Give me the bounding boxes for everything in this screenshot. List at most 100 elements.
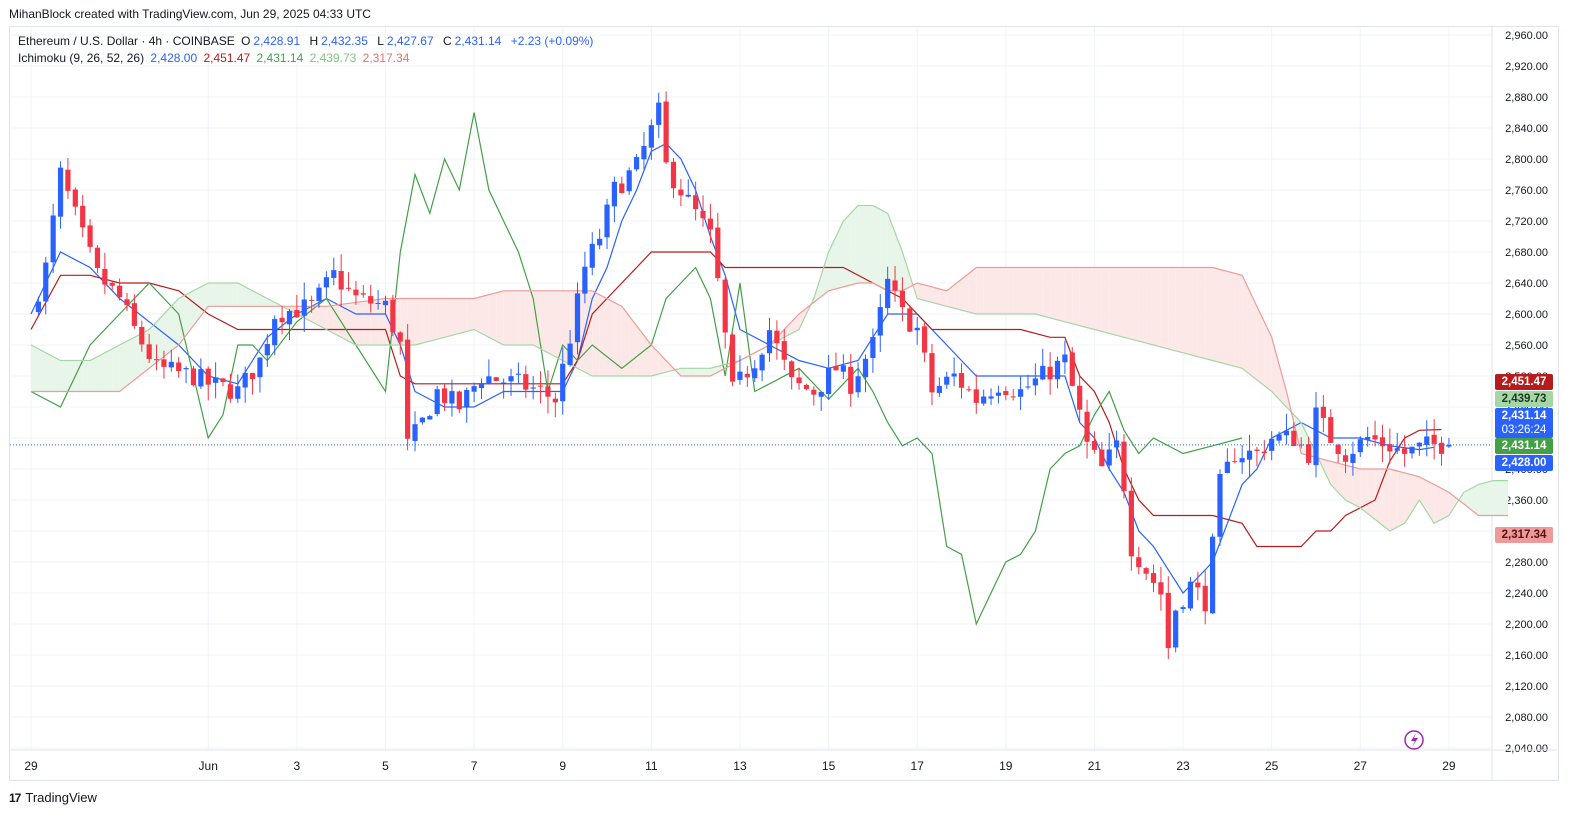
y-tick-label: 2,560.00 <box>1505 340 1548 352</box>
cloud-segment <box>193 286 201 326</box>
cloud-segment <box>1227 271 1235 367</box>
candle-down <box>353 289 359 296</box>
candle-up <box>242 372 248 388</box>
candle-down <box>205 368 211 385</box>
candle-down <box>153 359 160 361</box>
publish-caption: MihanBlock created with TradingView.com,… <box>9 7 371 21</box>
candle-down <box>1010 396 1016 398</box>
cloud-segment <box>688 368 696 376</box>
cloud-segment <box>614 302 622 376</box>
candle-down <box>892 280 898 291</box>
candle-up <box>855 376 861 393</box>
cloud-segment <box>429 298 438 342</box>
candle-down <box>493 377 499 381</box>
candle-up <box>508 376 514 382</box>
cloud-segment <box>1256 306 1265 386</box>
x-tick-label: 19 <box>999 759 1013 773</box>
cloud-segment <box>1079 267 1088 328</box>
indicator-title: Ichimoku (9, 26, 52, 26) <box>18 51 145 65</box>
candle-up <box>168 361 174 368</box>
cloud-segment <box>1197 267 1206 359</box>
symbol-title: Ethereum / U.S. Dollar · 4h · COINBASE <box>18 34 235 48</box>
candle-down <box>161 359 167 367</box>
candle-up <box>626 170 632 192</box>
cloud-segment <box>459 298 467 334</box>
cloud-segment <box>858 205 866 283</box>
span-a-price-tag: 2,439.73 <box>1495 391 1553 407</box>
footer-brand[interactable]: 17 TradingView <box>9 790 97 805</box>
candle-up <box>375 302 381 304</box>
cloud-segment <box>584 290 593 376</box>
cloud-segment <box>599 294 608 376</box>
y-tick-label: 2,920.00 <box>1505 61 1548 73</box>
cloud-segment <box>1116 267 1124 338</box>
last-price-tag: 2,431.14 <box>1495 408 1553 424</box>
candle-down <box>117 285 123 298</box>
cloud-segment <box>1323 459 1331 485</box>
cloud-segment <box>902 252 910 291</box>
cloud-segment <box>887 213 896 291</box>
y-tick-label: 2,840.00 <box>1505 123 1548 135</box>
cloud-segment <box>134 333 142 380</box>
close-value: 2,431.14 <box>454 34 502 48</box>
cloud-segment <box>1035 267 1043 316</box>
x-tick-label: 29 <box>24 759 38 773</box>
cloud-segment <box>939 288 947 307</box>
x-tick-label: 13 <box>733 759 747 773</box>
cloud-segment <box>245 286 253 307</box>
candle-down <box>781 341 787 360</box>
cloud-segment <box>1478 482 1486 516</box>
tradingview-logo-icon: 17 <box>9 790 21 805</box>
candle-down <box>921 326 928 353</box>
candle-down <box>729 334 736 382</box>
cloud-segment <box>163 306 172 357</box>
cloud-segment <box>1397 470 1405 528</box>
candle-up <box>944 376 950 385</box>
cloud-segment <box>496 290 504 345</box>
candle-up <box>589 243 595 268</box>
x-tick-label: 29 <box>1442 759 1456 773</box>
kijun-price-tag: 2,451.47 <box>1495 374 1553 390</box>
cloud-segment <box>983 267 992 314</box>
cloud-segment <box>1175 267 1184 353</box>
candle-up <box>560 363 566 402</box>
cloud-segment <box>466 298 475 332</box>
candle-down <box>958 373 965 388</box>
cloud-segment <box>636 325 644 376</box>
candle-up <box>264 344 270 356</box>
candle-down <box>1438 442 1445 454</box>
candle-down <box>94 247 101 268</box>
chikou-line <box>30 112 1243 626</box>
cloud-segment <box>311 306 320 326</box>
x-tick-label: 17 <box>911 759 925 773</box>
y-tick-label: 2,080.00 <box>1505 712 1548 724</box>
cloud-segment <box>237 283 246 307</box>
candle-down <box>537 385 544 387</box>
cloud-segment <box>643 335 652 376</box>
high-label: H <box>309 34 319 48</box>
span-a-line <box>30 204 1508 532</box>
cloud-segment <box>651 345 659 376</box>
candle-down <box>966 389 972 391</box>
candle-down <box>700 210 706 219</box>
cloud-segment <box>31 345 39 392</box>
cloud-segment <box>547 290 556 357</box>
candle-up <box>1269 438 1275 451</box>
cloud-segment <box>968 267 977 314</box>
candle-down <box>803 384 810 390</box>
candle-down <box>899 290 906 308</box>
cloud-segment <box>488 292 497 342</box>
cloud-segment <box>658 352 667 375</box>
cloud-segment <box>666 360 674 373</box>
y-tick-label: 2,160.00 <box>1505 650 1548 662</box>
x-tick-label: 27 <box>1354 759 1368 773</box>
candle-up <box>235 386 241 399</box>
candle-up <box>936 385 942 393</box>
cloud-segment <box>1234 273 1243 369</box>
indicator-legend[interactable]: Ichimoku (9, 26, 52, 26) 2,428.00 2,451.… <box>18 51 412 65</box>
candle-down <box>619 183 625 194</box>
cloud-segment <box>370 299 379 345</box>
candle-down <box>124 299 130 306</box>
cloud-segment <box>1168 267 1176 351</box>
